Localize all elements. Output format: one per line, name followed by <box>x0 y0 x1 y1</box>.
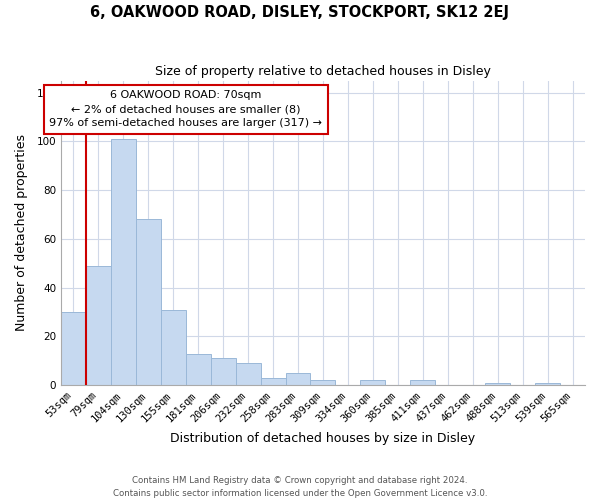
Bar <box>86 266 111 385</box>
Y-axis label: Number of detached properties: Number of detached properties <box>15 134 28 332</box>
Bar <box>136 220 161 385</box>
Bar <box>61 312 86 385</box>
Title: Size of property relative to detached houses in Disley: Size of property relative to detached ho… <box>155 65 491 78</box>
Bar <box>535 383 560 385</box>
Bar <box>186 354 211 385</box>
Bar <box>211 358 236 385</box>
Text: 6, OAKWOOD ROAD, DISLEY, STOCKPORT, SK12 2EJ: 6, OAKWOOD ROAD, DISLEY, STOCKPORT, SK12… <box>91 5 509 20</box>
X-axis label: Distribution of detached houses by size in Disley: Distribution of detached houses by size … <box>170 432 476 445</box>
Bar <box>410 380 435 385</box>
Bar <box>236 364 260 385</box>
Bar <box>485 383 510 385</box>
Text: Contains HM Land Registry data © Crown copyright and database right 2024.
Contai: Contains HM Land Registry data © Crown c… <box>113 476 487 498</box>
Bar <box>286 373 310 385</box>
Bar <box>361 380 385 385</box>
Text: 6 OAKWOOD ROAD: 70sqm
← 2% of detached houses are smaller (8)
97% of semi-detach: 6 OAKWOOD ROAD: 70sqm ← 2% of detached h… <box>49 90 322 128</box>
Bar <box>111 139 136 385</box>
Bar <box>161 310 186 385</box>
Bar <box>310 380 335 385</box>
Bar <box>260 378 286 385</box>
